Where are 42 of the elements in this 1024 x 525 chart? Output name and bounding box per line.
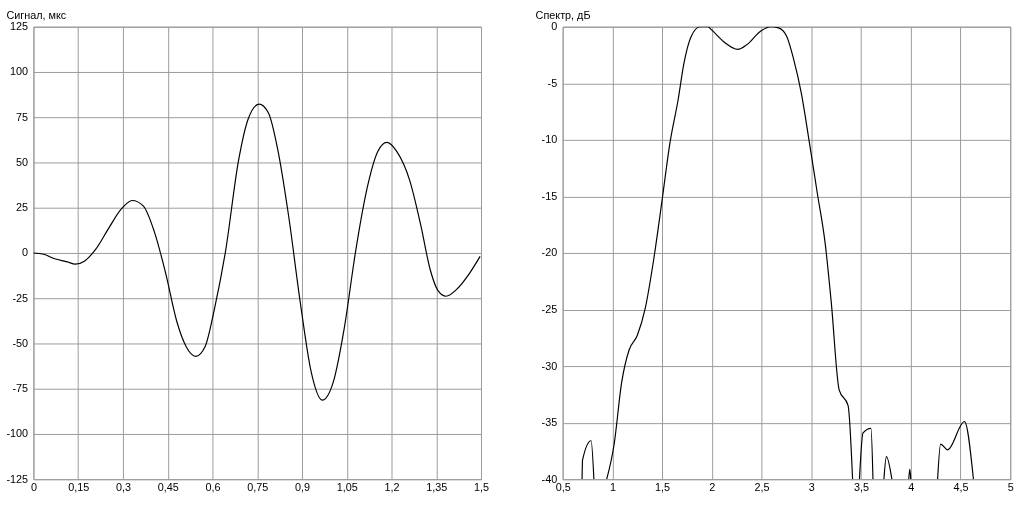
x-tick-label: 5 [1007,480,1014,493]
x-tick-label: 4,5 [953,480,969,493]
y-tick-label: -75 [12,382,29,395]
y-tick-label: 25 [16,201,29,214]
y-tick-label: 50 [16,155,29,168]
x-tick-label: 4 [908,480,915,493]
y-axis-title: Спектр, дБ [535,9,591,22]
y-tick-label: -15 [541,189,558,202]
y-tick-label: -50 [12,336,29,349]
x-tick-label: 2,5 [754,480,770,493]
x-tick-label: 3,5 [854,480,870,493]
y-tick-label: -20 [541,246,558,259]
y-tick-label: 0 [22,246,29,259]
y-tick-label: -10 [541,133,558,146]
y-tick-label: -100 [6,427,29,440]
x-tick-label: 0 [30,480,37,493]
x-tick-label: 1,2 [384,480,400,493]
x-tick-label: 0,15 [68,480,90,493]
x-tick-label: 0,45 [157,480,179,493]
y-tick-label: -30 [541,359,558,372]
x-tick-label: 1,05 [336,480,358,493]
x-tick-label: 1,5 [473,480,490,493]
y-tick-label: -5 [547,76,558,89]
x-tick-label: 3 [808,480,815,493]
y-tick-label: 0 [551,20,558,33]
y-tick-label: -35 [541,416,558,429]
x-tick-label: 0,6 [205,480,221,493]
x-tick-label: 0,75 [247,480,269,493]
x-tick-label: 1 [609,480,616,493]
y-tick-label: 125 [9,20,29,33]
y-tick-label: 100 [9,65,29,78]
x-tick-label: 1,5 [655,480,671,493]
x-tick-label: 1,35 [426,480,448,493]
y-tick-label: 75 [16,110,29,123]
line-series [33,103,481,401]
x-tick-label: 2 [709,480,716,493]
y-tick-label: -25 [541,302,558,315]
y-tick-label: -25 [12,291,29,304]
x-tick-label: 0,3 [115,480,131,493]
y-axis-title: Сигнал, мкс [6,9,67,22]
y-tick-label: -125 [6,472,29,485]
x-tick-label: 0,9 [294,480,310,493]
